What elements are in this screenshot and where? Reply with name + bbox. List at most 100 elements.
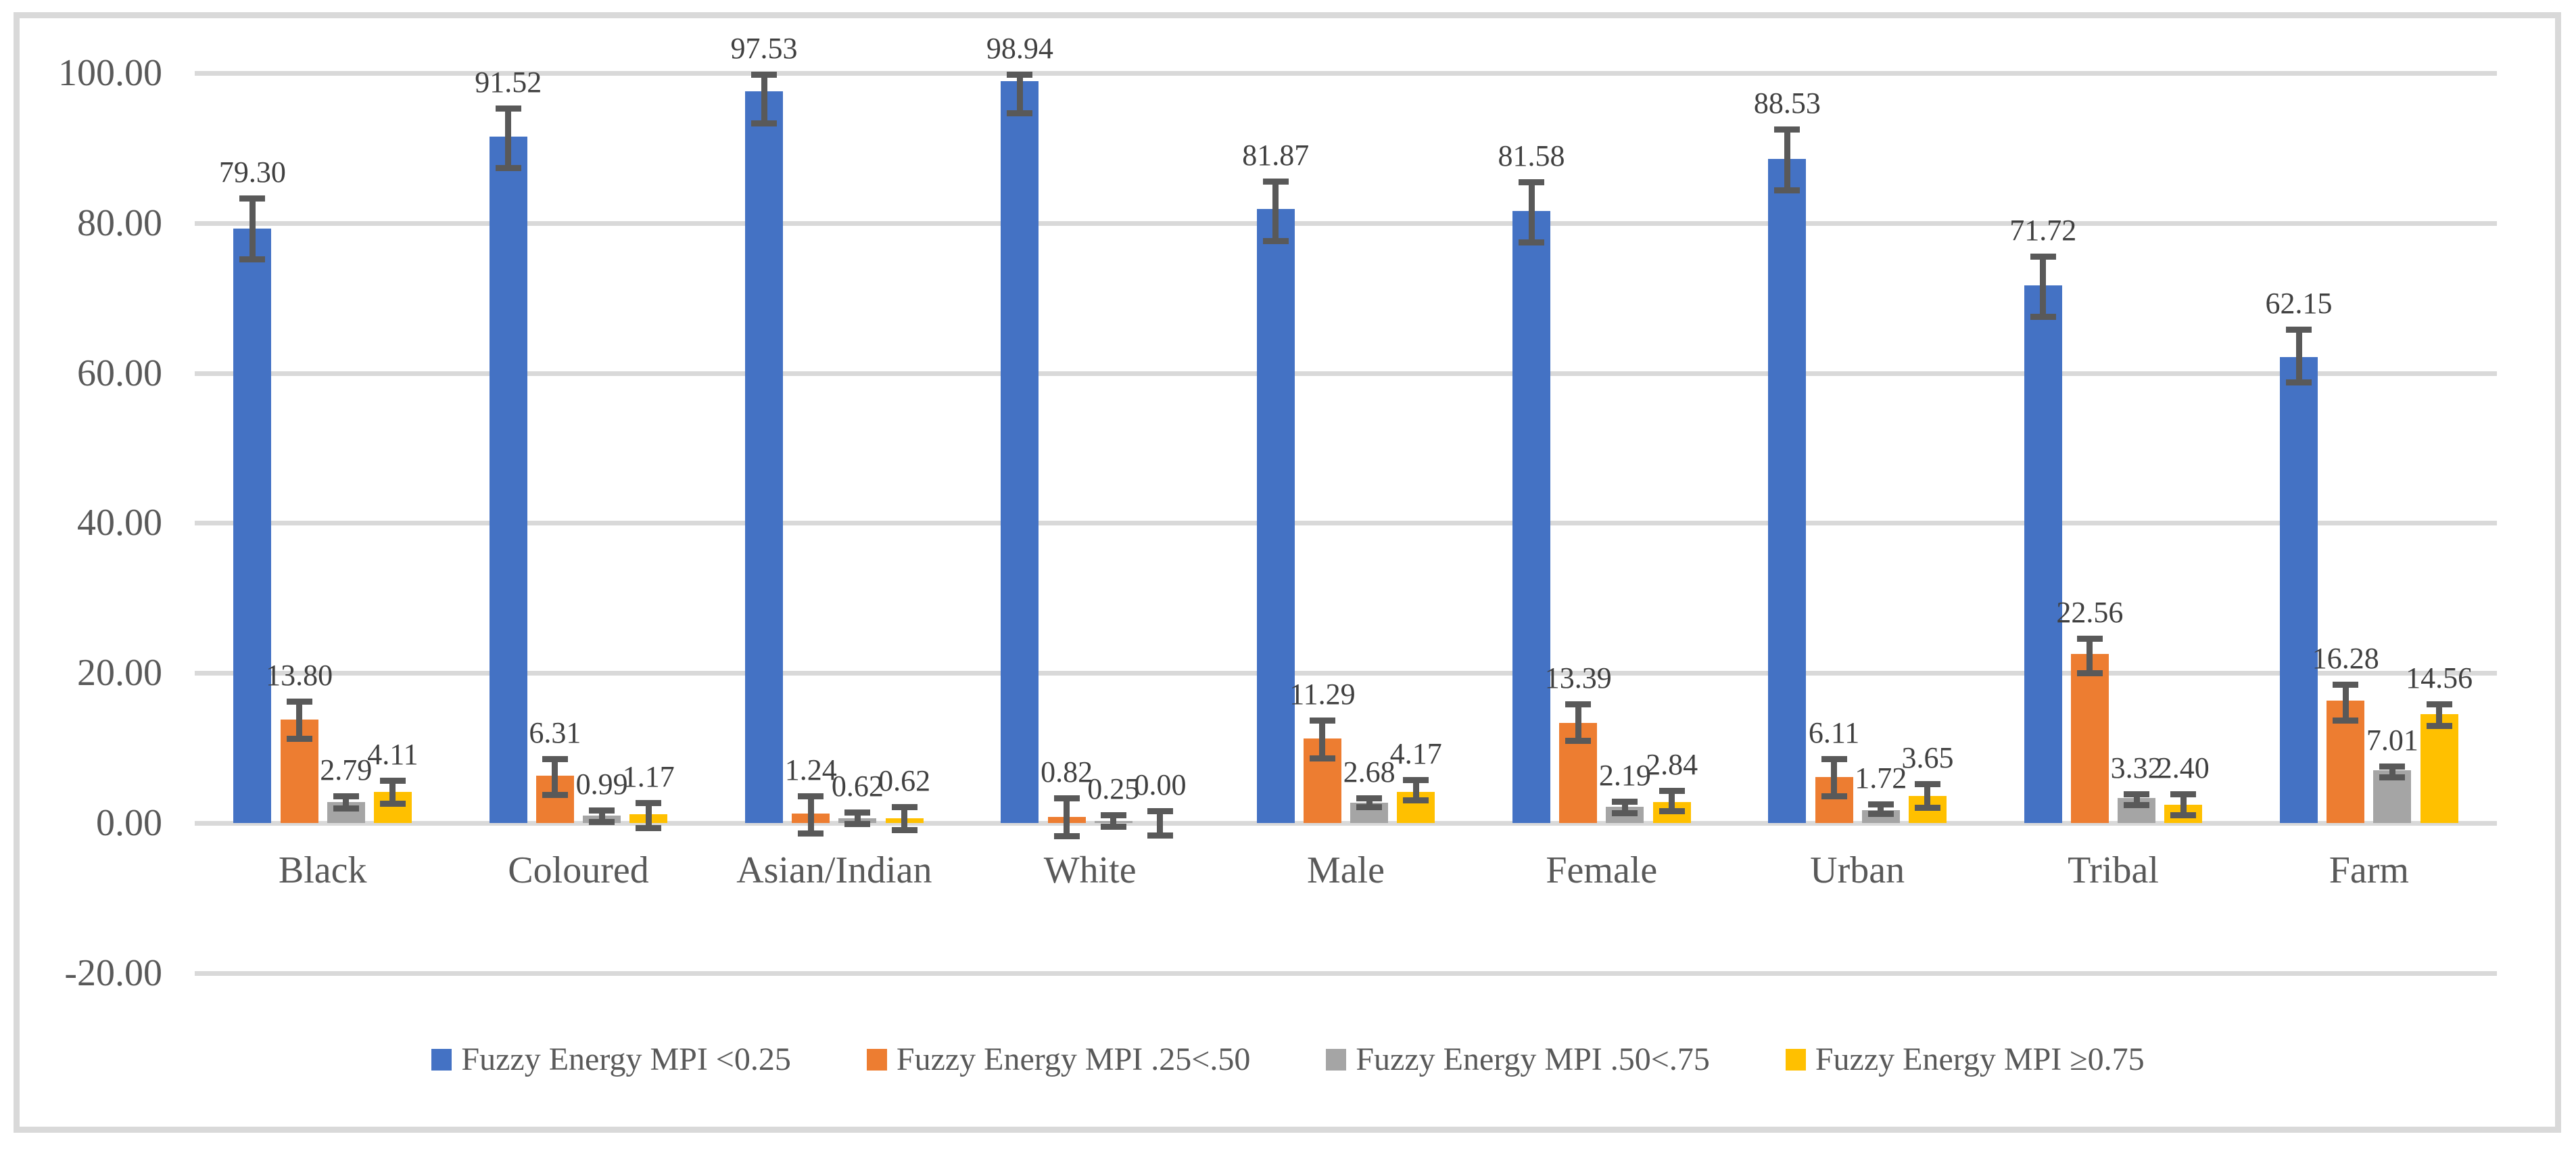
- x-axis-category-label: Black: [278, 849, 367, 891]
- error-bar-bottom-cap: [1519, 239, 1545, 245]
- legend-label: Fuzzy Energy MPI ≥0.75: [1815, 1041, 2145, 1077]
- error-bar-top-cap: [1053, 795, 1080, 802]
- error-bar-line: [761, 74, 767, 123]
- error-bar-bottom-cap: [1147, 832, 1173, 839]
- error-bar-line: [1319, 720, 1326, 758]
- error-bar-line: [343, 796, 350, 808]
- y-axis-tick-label: -20.00: [64, 952, 162, 994]
- y-axis-tick-label: 80.00: [77, 202, 162, 244]
- data-label: 2.40: [2157, 751, 2210, 784]
- error-bar-top-cap: [2286, 326, 2312, 333]
- error-bar-top-cap: [2076, 635, 2103, 642]
- error-bar-bottom-cap: [286, 735, 312, 742]
- error-bar-line: [1366, 797, 1373, 807]
- error-bar-line: [1528, 182, 1535, 242]
- data-label: 62.15: [2265, 286, 2333, 320]
- data-label: 88.53: [1753, 86, 1821, 120]
- error-bar-bottom-cap: [1867, 811, 1894, 818]
- error-bar-line: [2436, 704, 2443, 726]
- x-axis-category-label: Female: [1546, 849, 1658, 891]
- legend-item: Fuzzy Energy MPI <0.25: [431, 1041, 791, 1078]
- error-bar-bottom-cap: [2030, 314, 2056, 321]
- data-label: 71.72: [2009, 214, 2077, 248]
- bar: [489, 137, 527, 823]
- legend-label: Fuzzy Energy MPI <0.25: [461, 1041, 791, 1077]
- error-bar-top-cap: [1007, 71, 1033, 78]
- error-bar-line: [1621, 801, 1628, 814]
- data-label: 97.53: [730, 31, 798, 65]
- error-bar-top-cap: [1612, 798, 1638, 805]
- gridline: [195, 821, 2497, 826]
- error-bar-bottom-cap: [2124, 802, 2150, 809]
- x-axis-category-label: Farm: [2329, 849, 2409, 891]
- error-bar-bottom-cap: [636, 824, 662, 831]
- error-bar-line: [854, 812, 861, 824]
- error-bar-line: [1016, 74, 1023, 114]
- error-bar-line: [807, 795, 814, 834]
- data-label: 6.31: [529, 715, 581, 749]
- error-bar-top-cap: [542, 755, 568, 762]
- x-axis-category-label: Male: [1306, 849, 1385, 891]
- error-bar-bottom-cap: [751, 120, 778, 126]
- x-axis-category-label: Tribal: [2068, 849, 2159, 891]
- error-bar-top-cap: [751, 71, 778, 78]
- error-bar-line: [2040, 256, 2047, 317]
- error-bar-top-cap: [844, 809, 871, 816]
- y-axis-tick-label: 20.00: [77, 652, 162, 695]
- bar: [2070, 653, 2109, 823]
- error-bar-line: [1272, 181, 1279, 241]
- error-bar-bottom-cap: [1774, 187, 1800, 193]
- error-bar-bottom-cap: [495, 164, 521, 171]
- error-bar-top-cap: [1914, 780, 1940, 787]
- error-bar-line: [1831, 758, 1838, 796]
- error-bar-bottom-cap: [589, 818, 615, 825]
- data-label: 1.72: [1855, 761, 1907, 795]
- legend-marker: [866, 1049, 887, 1071]
- error-bar-bottom-cap: [1612, 810, 1638, 817]
- bar: [1001, 80, 1039, 823]
- error-bar-top-cap: [1100, 812, 1126, 819]
- data-label: 13.39: [1544, 661, 1612, 695]
- legend-item: Fuzzy Energy MPI ≥0.75: [1785, 1041, 2145, 1078]
- error-bar-top-cap: [1774, 126, 1800, 133]
- bar: [745, 91, 784, 823]
- error-bar-top-cap: [286, 699, 312, 705]
- error-bar-top-cap: [495, 105, 521, 112]
- error-bar-bottom-cap: [844, 820, 871, 827]
- error-bar-line: [901, 807, 908, 830]
- data-label: 2.79: [320, 753, 373, 787]
- data-label: 16.28: [2312, 642, 2379, 676]
- data-label: 2.84: [1646, 747, 1698, 781]
- gridline: [195, 371, 2497, 376]
- bar: [2420, 713, 2458, 823]
- data-label: 0.62: [831, 770, 884, 803]
- data-label: 91.52: [475, 65, 542, 99]
- error-bar-line: [1575, 703, 1581, 741]
- error-bar-line: [389, 780, 396, 804]
- error-bar-top-cap: [1356, 795, 1383, 801]
- error-bar-bottom-cap: [1565, 738, 1592, 745]
- legend-marker: [1785, 1049, 1806, 1071]
- error-bar-top-cap: [2124, 791, 2150, 797]
- error-bar-top-cap: [1147, 807, 1173, 814]
- x-axis-category-label: White: [1043, 849, 1137, 891]
- error-bar-bottom-cap: [798, 830, 824, 837]
- error-bar-bottom-cap: [1914, 804, 1940, 811]
- gridline: [195, 220, 2497, 226]
- x-axis-category-label: Urban: [1810, 849, 1905, 891]
- data-label: 79.30: [218, 156, 286, 189]
- error-bar-top-cap: [1821, 755, 1847, 762]
- legend-item: Fuzzy Energy MPI .50<.75: [1326, 1041, 1710, 1078]
- error-bar-top-cap: [636, 800, 662, 807]
- data-label: 1.17: [622, 760, 675, 794]
- data-label: 3.32: [2110, 751, 2163, 784]
- error-bar-line: [552, 758, 558, 795]
- gridline: [195, 521, 2497, 526]
- error-bar-line: [1412, 780, 1419, 800]
- error-bar-top-cap: [2333, 682, 2359, 688]
- gridline: [195, 71, 2497, 76]
- data-label: 22.56: [2056, 595, 2124, 629]
- error-bar-top-cap: [1659, 787, 1685, 794]
- data-label: 3.65: [1901, 741, 1954, 774]
- data-label: 1.24: [784, 753, 837, 786]
